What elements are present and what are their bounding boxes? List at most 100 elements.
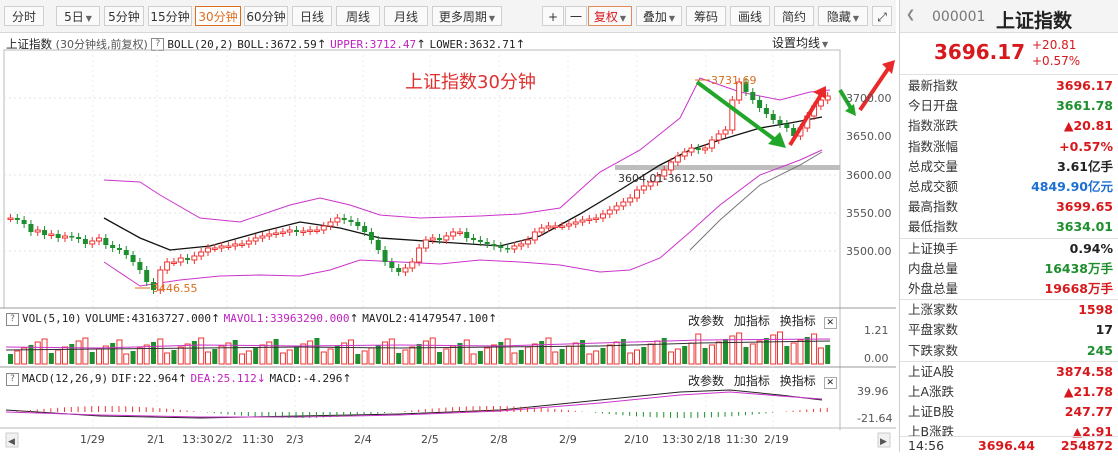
candle [279,231,286,234]
candle [538,227,545,233]
add-indicator-button[interactable]: 加指标 [733,374,770,388]
quote-row: 总成交量 3.61亿手 [900,157,1118,177]
volume-bar [457,343,463,364]
candle [429,237,436,241]
quote-row: 今日开盘 3661.78 [900,96,1118,116]
quote-row: 内盘总量 16438万手 [900,259,1118,279]
period-month[interactable]: 月线 [384,6,428,26]
ma-settings-label: 设置均线 [772,36,821,50]
volume-bar [184,343,191,365]
candle [518,243,525,247]
volume-bar [477,351,483,364]
candle [225,245,232,248]
period-60min[interactable]: 60分钟 [244,6,288,26]
volume-bar [491,344,498,365]
help-icon[interactable]: ? [6,372,19,386]
switch-indicator-button[interactable]: 换指标 [779,314,816,328]
candle [511,245,518,250]
candle [34,229,41,233]
vol-label[interactable]: VOL(5,10) [22,312,82,325]
volume-bar [559,349,565,364]
volume-bar [41,338,48,365]
candle [103,238,109,245]
period-5day[interactable]: 5日 ▼ [56,6,100,26]
volume-bar [817,347,824,365]
candle [525,239,532,245]
zoom-out-button[interactable]: 一 [565,6,587,26]
candle [266,233,273,237]
help-icon[interactable]: ? [6,312,19,326]
candle [477,240,483,242]
period-5min[interactable]: 5分钟 [104,6,144,26]
quote-row: 上B涨跌 ▲2.91 [900,422,1118,442]
quote-row-label: 上证B股 [908,404,955,420]
volume-bar [688,342,695,365]
fullscreen-icon[interactable]: ⤢ [872,6,892,26]
ma-settings-button[interactable]: 设置均线 ▼ [772,34,828,51]
hide-button[interactable]: 隐藏 ▼ [818,6,868,26]
up-trend-arrow [788,91,824,147]
volume-bar [804,337,810,364]
candle [123,250,129,255]
date-label: 2/4 [354,433,372,446]
period-week[interactable]: 周线 [336,6,380,26]
collapse-icon[interactable]: ❮ [906,8,916,21]
quote-row: 最低指数 3634.01 [900,217,1118,237]
candle [552,225,559,228]
quote-row-value: 247.77 [1064,404,1113,420]
up-arrow-icon: ↑ [416,37,426,51]
volume-bar [347,339,354,365]
switch-indicator-button[interactable]: 换指标 [779,374,816,388]
simple-button[interactable]: 简约 [774,6,814,26]
candle [729,99,736,131]
up-arrow-icon: ↑ [177,372,188,385]
lower-value: LOWER:3632.71 [429,38,516,51]
edit-params-button[interactable]: 改参数 [688,374,725,388]
date-label: 2/1 [147,433,165,446]
period-more[interactable]: 更多周期 ▼ [432,6,502,26]
candle [7,217,14,220]
adjust-button[interactable]: 复权 ▼ [588,6,632,26]
close-icon[interactable]: ✕ [823,377,838,389]
volume-bar [314,338,320,364]
macd-label[interactable]: MACD(12,26,9) [22,372,109,385]
edit-params-button[interactable]: 改参数 [688,314,725,328]
price-gap-band [615,165,840,170]
candle [791,128,797,136]
close-icon[interactable]: ✕ [823,317,838,329]
date-label: 2/5 [421,433,439,446]
volume-bar [204,351,211,365]
volume-bar [69,344,75,364]
period-30min[interactable]: 30分钟 [195,6,241,26]
volume-bar [130,351,136,364]
down-arrow-outside [838,88,854,112]
volume-bar [382,341,389,365]
quote-row-label: 下跌家数 [908,342,959,358]
volume-bar [355,354,361,364]
chevron-down-icon: ▼ [822,40,829,49]
period-5day-label: 5日 [64,10,84,24]
vol-actions: 改参数 加指标 换指标 ✕ [688,312,838,329]
chip-button[interactable]: 筹码 [686,6,726,26]
candle [722,129,729,135]
candle [654,175,661,183]
volume-bar [110,343,116,364]
candle [572,221,579,225]
draw-line-button[interactable]: 画线 [730,6,770,26]
volume-bar [586,353,593,365]
period-day[interactable]: 日线 [292,6,332,26]
overlay-button[interactable]: 叠加 ▼ [636,6,682,26]
kline-chart[interactable]: 上证指数30分钟 3731.69 3446.55 3604.01-3612.50… [0,0,896,452]
boll-label[interactable]: BOLL(20,2) [167,38,234,51]
candle [505,248,511,250]
period-intraday[interactable]: 分时 [4,6,44,26]
candle [164,261,171,271]
add-indicator-button[interactable]: 加指标 [733,314,770,328]
volume-bar [811,333,818,365]
tick-volume: 254872 [1060,438,1113,453]
period-15min[interactable]: 15分钟 [148,6,192,26]
volume-bar [225,342,232,365]
macd-tick: -21.64 [857,412,892,425]
zoom-in-button[interactable]: + [542,6,564,26]
volume-bar [89,352,95,364]
